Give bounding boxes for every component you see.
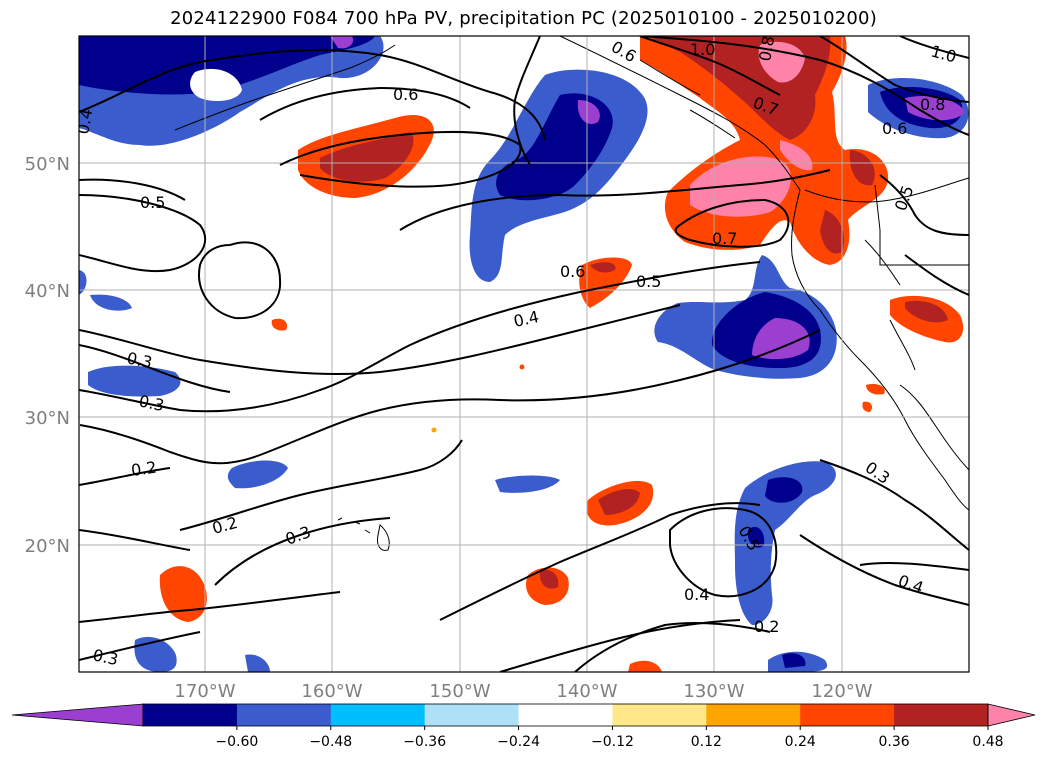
map-plot-area: 1.0 0.8 0.6 0.5 0.4 0.6 0.5 0.7 0.6 0.5 … bbox=[73, 34, 969, 672]
contour-label: 0.6 bbox=[882, 119, 907, 138]
contour-label: 0.3 bbox=[91, 645, 120, 669]
colorbar-extend-low bbox=[11, 703, 144, 727]
colorbar-segment bbox=[143, 704, 238, 726]
lon-label: 130°W bbox=[683, 681, 744, 702]
map-frame bbox=[78, 35, 970, 673]
negative-precip-shading bbox=[79, 36, 969, 672]
colorbar-extend-high bbox=[987, 703, 1036, 727]
colorbar: −0.60 −0.48 −0.36 −0.24 −0.12 0.12 0.24 0.36 0.4… bbox=[11, 703, 1036, 750]
lat-label: 50°N bbox=[25, 154, 70, 175]
coastlines bbox=[174, 36, 969, 551]
colorbar-tick-label: 0.12 bbox=[691, 734, 722, 750]
colorbar-segment bbox=[424, 704, 520, 726]
contour-label: 0.4 bbox=[512, 307, 541, 331]
map-title: 2024122900 F084 700 hPa PV, precipitatio… bbox=[170, 8, 877, 29]
colorbar-tick-label: −0.60 bbox=[215, 734, 258, 750]
colorbar-segments bbox=[11, 703, 1036, 727]
colorbar-segment bbox=[612, 704, 707, 726]
colorbar-tick-label: 0.36 bbox=[879, 734, 910, 750]
colorbar-tick-label: −0.24 bbox=[497, 734, 540, 750]
lat-label: 20°N bbox=[25, 536, 70, 557]
colorbar-segment bbox=[706, 704, 801, 726]
contour-label: 1.0 bbox=[690, 40, 715, 59]
lon-label: 150°W bbox=[429, 681, 490, 702]
lon-label: 120°W bbox=[811, 681, 872, 702]
colorbar-tick-label: 0.48 bbox=[972, 734, 1003, 750]
colorbar-ticks: −0.60 −0.48 −0.36 −0.24 −0.12 0.12 0.24 0.36 0.4… bbox=[215, 726, 1004, 750]
contour-label: 0.5 bbox=[636, 272, 661, 291]
contour-label: 0.3 bbox=[125, 348, 154, 372]
contour-label: 0.2 bbox=[754, 617, 779, 636]
colorbar-segment bbox=[800, 704, 895, 726]
contour-label: 0.4 bbox=[684, 585, 709, 604]
colorbar-segment bbox=[236, 704, 332, 726]
colorbar-tick-label: 0.24 bbox=[785, 734, 816, 750]
lon-label: 160°W bbox=[301, 681, 362, 702]
contour-label: 0.4 bbox=[73, 107, 96, 135]
colorbar-outline bbox=[142, 703, 989, 727]
contour-label: 0.6 bbox=[393, 85, 418, 104]
colorbar-tick-label: −0.36 bbox=[403, 734, 446, 750]
colorbar-tick-label: −0.12 bbox=[591, 734, 634, 750]
contour-label: 0.7 bbox=[712, 229, 737, 248]
contour-label: 0.5 bbox=[140, 193, 165, 212]
lat-label: 30°N bbox=[25, 408, 70, 429]
contour-label: 0.8 bbox=[920, 95, 945, 114]
latitude-labels: 50°N 40°N 30°N 20°N bbox=[25, 154, 70, 557]
gridlines bbox=[79, 36, 969, 672]
lon-label: 140°W bbox=[556, 681, 617, 702]
lat-label: 40°N bbox=[25, 281, 70, 302]
contour-label: 0.3 bbox=[137, 391, 166, 415]
contour-label: 0.8 bbox=[755, 34, 778, 62]
contour-label: 0.2 bbox=[130, 458, 158, 480]
colorbar-segment bbox=[518, 704, 613, 726]
colorbar-segment bbox=[894, 704, 989, 726]
contour-label: 0.6 bbox=[560, 262, 585, 281]
pv-contour-lines bbox=[79, 36, 969, 672]
colorbar-tick-label: −0.48 bbox=[309, 734, 352, 750]
colorbar-segment bbox=[330, 704, 426, 726]
lon-label: 170°W bbox=[174, 681, 235, 702]
longitude-labels: 170°W 160°W 150°W 140°W 130°W 120°W bbox=[174, 681, 872, 702]
